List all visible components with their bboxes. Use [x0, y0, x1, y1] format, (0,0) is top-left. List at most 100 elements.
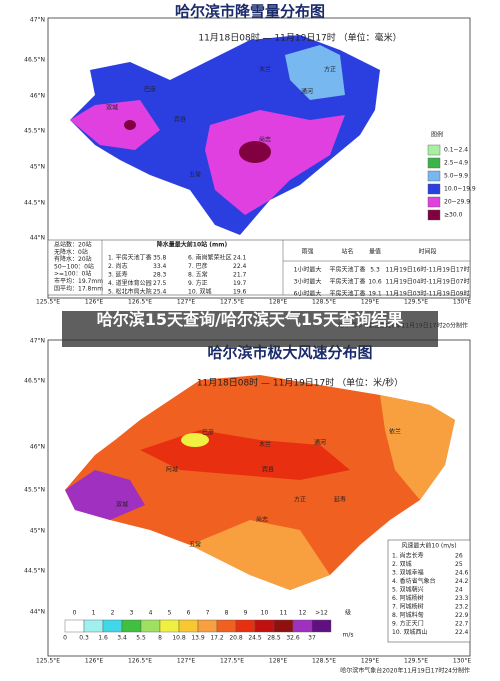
subtitle: 11月18日08时 — 11月19日17时 （单位：米/秒）	[197, 377, 403, 389]
table-cell: 1小时最大	[294, 266, 322, 274]
wind-yellow-area	[181, 433, 209, 447]
table-header: 站名	[341, 248, 353, 256]
station: 5. 双城朝兴	[392, 586, 424, 594]
station: 5. 松北市局大院	[108, 288, 152, 296]
station-value: 19.6	[233, 289, 247, 296]
lon-label: 130°E	[453, 299, 471, 306]
place-label: 双城	[116, 502, 128, 509]
place-label: 双城	[106, 105, 118, 112]
lat-label: 44°N	[30, 235, 45, 242]
level-label: 8	[225, 610, 229, 617]
speed-label: 17.2	[210, 635, 224, 642]
wind-region	[65, 375, 455, 590]
scale-swatch	[178, 619, 199, 633]
station: 6. 南岗繁荣社区	[188, 254, 232, 262]
station: 4. 道里体育公园	[108, 279, 152, 287]
snow-max-area	[124, 120, 136, 130]
level-label: 1	[92, 610, 96, 617]
lon-label: 128°E	[269, 299, 287, 306]
legend-label: 10.0~19.9	[444, 186, 476, 193]
station: 2. 双城	[392, 561, 412, 568]
lon-label: 128°E	[269, 658, 287, 665]
stat-line: 市平均：19.7mm	[54, 277, 103, 285]
legend-label: ≥30.0	[444, 212, 463, 219]
place-label: 尚志	[256, 516, 268, 524]
place-label: 依兰	[389, 428, 401, 436]
lon-label: 127.5°E	[220, 658, 244, 665]
station-value: 22.7	[455, 621, 469, 628]
station-value: 23.2	[455, 604, 469, 611]
station-value: 19.7	[233, 280, 247, 287]
speed-label: 28.5	[267, 635, 281, 642]
station-value: 22.9	[455, 612, 469, 619]
place-label: 巴彦	[202, 429, 214, 437]
place-label: 尚志	[259, 136, 271, 144]
station: 3. 延寿	[108, 271, 128, 279]
title: 哈尔滨市降雪量分布图	[175, 3, 325, 21]
level-label: 0	[73, 610, 77, 617]
level-label: 3	[130, 610, 134, 617]
station: 9. 方正	[188, 279, 208, 287]
level-label: 5	[168, 610, 172, 617]
scale-swatch	[216, 619, 237, 633]
lon-label: 126.5°E	[128, 299, 152, 306]
scale-swatch	[254, 619, 275, 633]
place-label: 宾县	[262, 466, 274, 474]
station: 3. 双城幸福	[392, 569, 424, 577]
level-label: 2	[111, 610, 115, 617]
lon-label: 127°E	[177, 658, 195, 665]
station-value: 23.3	[455, 595, 469, 602]
place-label: 宾县	[174, 116, 186, 124]
station: 7. 巴彦	[188, 262, 208, 270]
lat-label: 46°N	[30, 93, 45, 100]
lon-label: 126.5°E	[128, 658, 152, 665]
station: 10. 双城西山	[392, 628, 427, 636]
lat-label: 46.5°N	[24, 57, 45, 64]
place-label: 木兰	[259, 441, 271, 449]
scale-swatch	[83, 619, 104, 633]
place-label: 阿城	[166, 466, 178, 474]
stat-line: 国平均：17.8mm	[54, 284, 103, 292]
lat-label: 45.5°N	[24, 128, 45, 135]
station: 8. 五常	[188, 271, 208, 279]
legend-swatch	[427, 209, 441, 221]
title: 哈尔滨市极大风速分布图	[207, 344, 372, 362]
speed-label: 32.6	[286, 635, 300, 642]
legend-title: 图例	[431, 131, 443, 139]
station-value: 24.2	[455, 578, 469, 585]
station: 6. 阿城杨树	[392, 594, 424, 602]
table-cell: 11月19日16时-11月19日17时	[386, 266, 470, 274]
speed-label: 8	[158, 635, 162, 642]
lon-label: 130°E	[453, 658, 471, 665]
legend-label: 5.0~9.9	[444, 173, 468, 180]
table-header: 时间段	[418, 248, 436, 256]
place-label: 五常	[189, 171, 201, 179]
scale-swatch	[197, 619, 218, 633]
station: 8. 阿城料甸	[392, 611, 424, 619]
snow-table-area	[47, 239, 471, 296]
wind-table-box	[387, 539, 471, 643]
lon-label: 129.5°E	[404, 299, 428, 306]
table-cell: 5.3	[370, 267, 380, 274]
table-cell: 平房天池丁香	[329, 266, 365, 274]
lon-label: 126°E	[85, 299, 103, 306]
place-label: 方正	[294, 496, 306, 504]
lat-label: 45°N	[30, 164, 45, 171]
place-label: 巴彦	[144, 86, 156, 94]
lon-label: 129°E	[361, 658, 379, 665]
legend-label: 20~29.9	[444, 199, 470, 206]
station: 7. 阿城杨树	[392, 603, 424, 611]
station-value: 26	[455, 553, 463, 560]
lon-label: 128.5°E	[312, 658, 336, 665]
level-label: 6	[187, 610, 191, 617]
level-label: >12	[315, 610, 328, 617]
table-title: 风速最大前10 (m/s)	[401, 542, 456, 550]
lat-label: 47°N	[30, 17, 45, 24]
stat-line: 50~100：0站	[54, 262, 94, 270]
lat-label: 45°N	[30, 528, 45, 535]
lon-label: 129.5°E	[404, 658, 428, 665]
wind-purple-area	[65, 470, 145, 520]
lat-label: 47°N	[30, 338, 45, 345]
level-label: 11	[280, 610, 288, 617]
place-label: 通河	[314, 439, 326, 447]
